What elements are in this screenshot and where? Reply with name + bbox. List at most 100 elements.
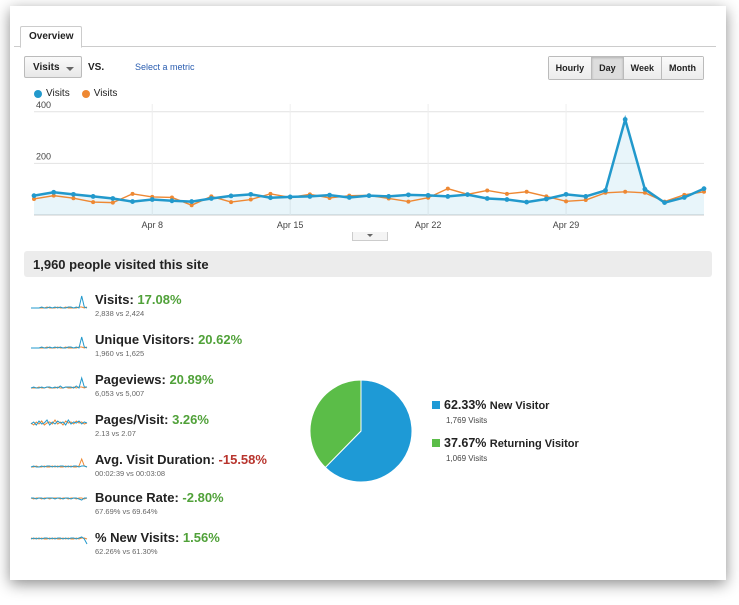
metric-row[interactable]: Pageviews: 20.89% 6,053 vs 5,007	[30, 372, 290, 406]
metric-change: -2.80%	[182, 490, 224, 505]
data-point[interactable]	[583, 194, 589, 199]
data-point[interactable]	[524, 189, 529, 194]
data-point[interactable]	[366, 193, 372, 199]
metric-comparison: 2,838 vs 2,424	[95, 309, 145, 318]
metric-comparison: 1,960 vs 1,625	[95, 349, 145, 358]
week-button[interactable]: Week	[622, 57, 661, 79]
day-button[interactable]: Day	[591, 57, 623, 79]
data-point[interactable]	[248, 191, 254, 197]
metric-row[interactable]: Visits: 17.08% 2,838 vs 2,424	[30, 292, 290, 326]
returning-visitor-visits: 1,069 Visits	[446, 454, 488, 463]
metric-row[interactable]: Pages/Visit: 3.26% 2.13 vs 2.07	[30, 412, 290, 446]
data-point[interactable]	[169, 198, 175, 204]
data-point[interactable]	[130, 191, 135, 196]
metric-label: Avg. Visit Duration:	[95, 452, 215, 467]
data-point[interactable]	[681, 195, 687, 200]
data-point[interactable]	[189, 199, 195, 204]
sparkline	[30, 376, 88, 389]
data-point[interactable]	[32, 196, 36, 201]
data-point[interactable]	[642, 186, 648, 192]
data-point[interactable]	[90, 194, 96, 199]
data-point[interactable]	[346, 195, 352, 200]
data-point[interactable]	[543, 196, 549, 202]
metric-name: % New Visits: 1.56%	[95, 530, 220, 545]
legend-item-visits-compare[interactable]: Visits	[81, 88, 117, 99]
data-point[interactable]	[701, 186, 707, 192]
data-point[interactable]	[268, 191, 273, 196]
month-button[interactable]: Month	[661, 57, 703, 79]
metric-dropdown[interactable]: Visits	[24, 56, 82, 78]
metric-row[interactable]: Bounce Rate: -2.80% 67.69% vs 69.64%	[30, 490, 290, 524]
data-point[interactable]	[327, 192, 332, 198]
data-point[interactable]	[110, 200, 115, 205]
data-point[interactable]	[51, 189, 57, 195]
data-point[interactable]	[307, 194, 313, 199]
metric-change: 3.26%	[172, 412, 209, 427]
metric-label: Unique Visitors:	[95, 332, 195, 347]
data-point[interactable]	[31, 193, 37, 199]
pie-slice-new-visitor[interactable]	[324, 379, 413, 483]
data-point[interactable]	[445, 194, 451, 199]
pie-slice-returning-visitor[interactable]	[309, 379, 362, 469]
metric-name: Unique Visitors: 20.62%	[95, 332, 242, 347]
data-point[interactable]	[524, 199, 530, 205]
y-tick-label: 400	[36, 100, 51, 110]
pie-legend-new: 62.33% New Visitor 1,769 Visits	[432, 398, 549, 425]
data-point[interactable]	[504, 191, 509, 196]
data-point[interactable]	[642, 190, 647, 195]
data-point[interactable]	[91, 200, 96, 205]
data-point[interactable]	[583, 198, 588, 203]
metric-row[interactable]: Unique Visitors: 20.62% 1,960 vs 1,625	[30, 332, 290, 366]
data-point[interactable]	[564, 199, 569, 204]
data-point[interactable]	[71, 196, 76, 201]
returning-visitor-label: Returning Visitor	[489, 438, 579, 450]
metric-name: Visits: 17.08%	[95, 292, 182, 307]
data-point[interactable]	[406, 199, 411, 204]
select-metric-link[interactable]: Select a metric	[135, 62, 195, 72]
hourly-button[interactable]: Hourly	[548, 57, 592, 79]
data-point[interactable]	[485, 188, 490, 193]
metric-row[interactable]: Avg. Visit Duration: -15.58% 00:02:39 vs …	[30, 452, 290, 486]
metric-label: Pageviews:	[95, 372, 166, 387]
sparkline-line	[30, 465, 88, 468]
data-point[interactable]	[287, 194, 293, 200]
data-point[interactable]	[603, 188, 608, 193]
data-point[interactable]	[386, 194, 392, 199]
metric-row[interactable]: % New Visits: 1.56% 62.26% vs 61.30%	[30, 530, 290, 564]
data-point[interactable]	[228, 193, 234, 199]
metric-name: Pageviews: 20.89%	[95, 372, 214, 387]
data-point[interactable]	[563, 191, 569, 197]
metric-name: Pages/Visit: 3.26%	[95, 412, 209, 427]
data-point[interactable]	[149, 197, 155, 202]
returning-visitor-pct: 37.67%	[444, 436, 487, 450]
data-point[interactable]	[169, 195, 174, 200]
data-point[interactable]	[51, 193, 56, 198]
new-visitor-visits: 1,769 Visits	[446, 416, 488, 425]
data-point[interactable]	[189, 203, 194, 208]
data-point[interactable]	[110, 196, 116, 201]
sparkline	[30, 457, 88, 468]
data-point[interactable]	[208, 196, 214, 201]
data-point[interactable]	[130, 199, 135, 204]
data-point[interactable]	[229, 200, 234, 205]
data-point[interactable]	[662, 200, 667, 206]
new-visitor-pct: 62.33%	[444, 398, 487, 412]
data-point[interactable]	[425, 192, 431, 198]
data-point[interactable]	[504, 197, 510, 202]
returning-visitor-swatch-icon	[432, 439, 440, 447]
summary-headline: 1,960 people visited this site	[33, 257, 209, 272]
data-point[interactable]	[484, 196, 490, 201]
metric-comparison: 6,053 vs 5,007	[95, 389, 145, 398]
data-point[interactable]	[71, 191, 76, 197]
data-point[interactable]	[268, 195, 273, 201]
tab-overview[interactable]: Overview	[20, 26, 83, 48]
data-point[interactable]	[445, 186, 450, 191]
data-point[interactable]	[622, 117, 628, 122]
collapse-chart-handle[interactable]	[352, 232, 388, 241]
sparkline-line	[31, 497, 87, 501]
data-point[interactable]	[406, 192, 411, 198]
data-point[interactable]	[248, 197, 253, 202]
data-point[interactable]	[623, 189, 628, 194]
legend-item-visits[interactable]: Visits	[34, 88, 70, 99]
data-point[interactable]	[465, 192, 470, 198]
